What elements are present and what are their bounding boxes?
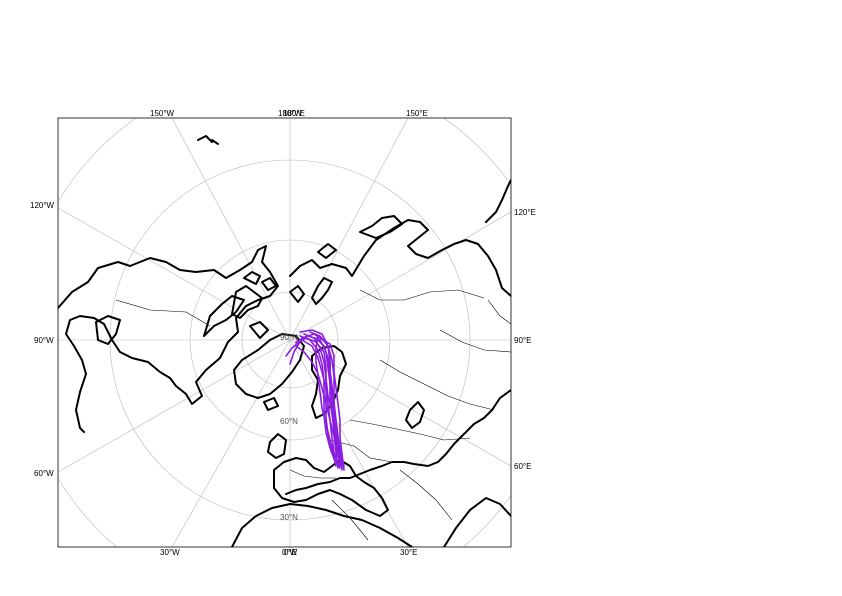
- pacific-islands: [197, 135, 219, 145]
- lat-label-90n: 90°N: [280, 333, 298, 342]
- north-america-coast: [58, 245, 279, 433]
- arabia: [443, 497, 511, 547]
- eurasia-north-coast: [289, 219, 511, 297]
- british-isles: [267, 433, 287, 459]
- europe-west: [273, 457, 389, 517]
- lon-label-left-90w: 90°W: [34, 336, 54, 345]
- lon-label-bottom-30w: 30°W: [160, 548, 180, 557]
- east-asia-coast: [285, 389, 511, 495]
- lon-label-right-90e: 90°E: [514, 336, 531, 345]
- arctic-islands: [231, 271, 277, 339]
- lon-label-top-150w: 150°W: [150, 109, 175, 118]
- iceland: [263, 397, 279, 411]
- lon-label-top-180w: 180°W: [278, 109, 303, 118]
- kamchatka: [485, 179, 511, 223]
- lat-label-30n: 30°N: [280, 513, 298, 522]
- baffin-island: [203, 295, 245, 337]
- lon-label-bottom-30e: 30°E: [400, 548, 417, 557]
- lon-label-right-120e: 120°E: [514, 208, 536, 217]
- map-content: [58, 118, 511, 547]
- lon-label-top-180e: 180°E: [283, 109, 305, 118]
- africa-north: [231, 503, 413, 547]
- greenland-coast: [233, 333, 305, 399]
- lon-label-bottom-0w: 0°W: [282, 548, 298, 557]
- trajectories: [285, 329, 345, 471]
- lon-label-left-60w: 60°W: [34, 469, 54, 478]
- lat-label-60n: 60°N: [280, 417, 298, 426]
- lon-label-right-60e: 60°E: [514, 462, 531, 471]
- map-frame: [57, 117, 512, 548]
- siberian-islands: [317, 215, 403, 259]
- novaya-zemlya: [311, 277, 333, 305]
- coastlines: [58, 135, 511, 547]
- lon-label-bottom-0e: 0°E: [284, 548, 297, 557]
- lon-label-left-120w: 120°W: [30, 201, 55, 210]
- svalbard: [289, 285, 305, 303]
- hudson-bay: [95, 315, 121, 345]
- country-borders: [115, 289, 511, 541]
- caspian: [405, 401, 425, 429]
- lon-label-top-150e: 150°E: [406, 109, 428, 118]
